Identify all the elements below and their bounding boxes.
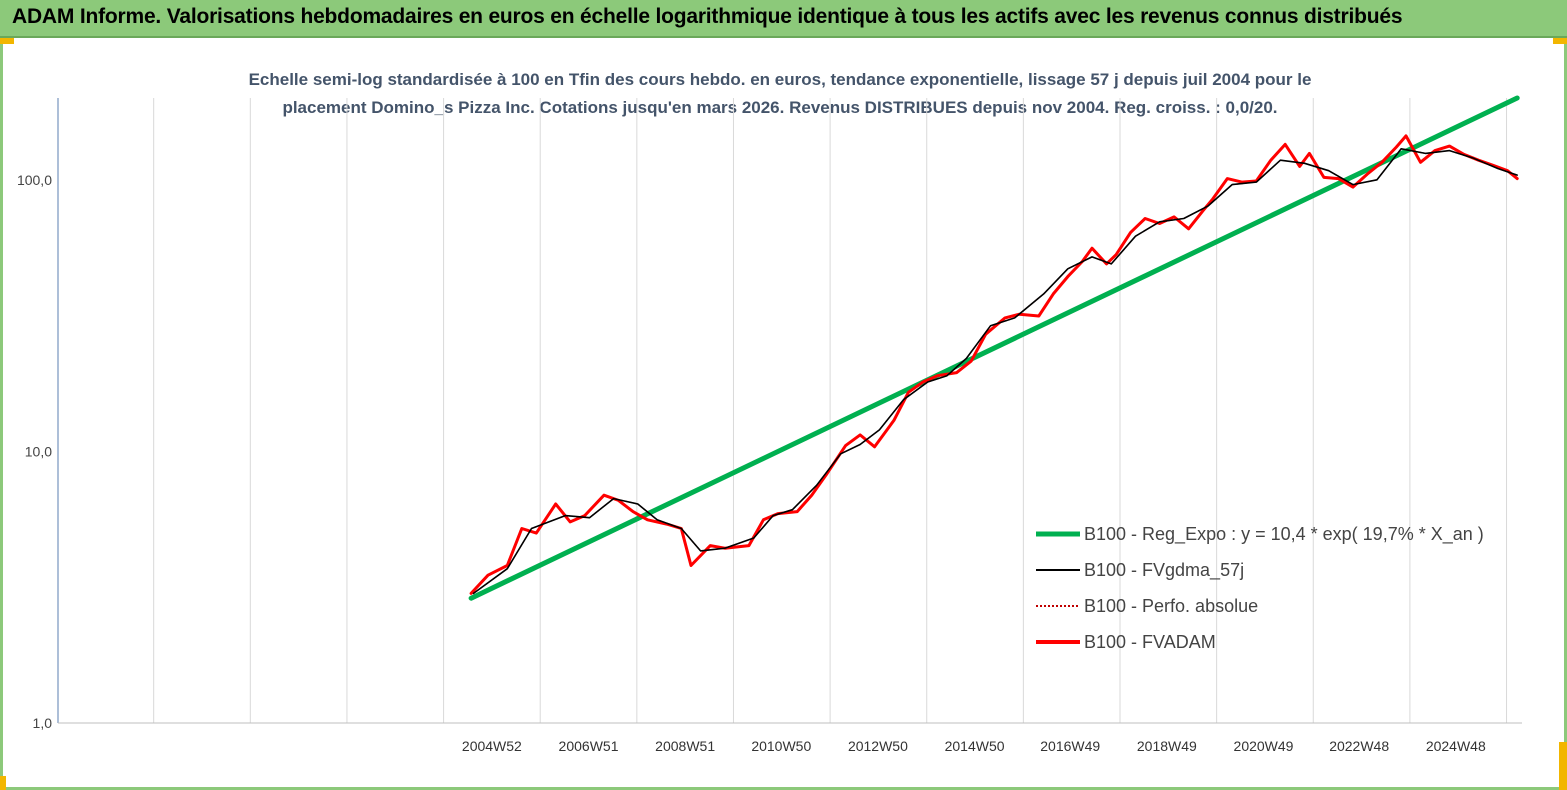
x-tick-label: 2004W52	[462, 738, 522, 754]
grid-lines	[153, 98, 1508, 723]
title-banner: ADAM Informe. Valorisations hebdomadaire…	[0, 0, 1567, 38]
corner-mark-top-right	[1553, 38, 1567, 44]
x-tick-label: 2008W51	[655, 738, 715, 754]
legend-label-regression: B100 - Reg_Expo : y = 10,4 * exp( 19,7% …	[1084, 524, 1484, 545]
x-tick-label: 2016W49	[1040, 738, 1100, 754]
corner-mark-bottom-right	[1559, 742, 1567, 790]
x-tick-label: 2018W49	[1137, 738, 1197, 754]
x-tick-label: 2024W48	[1426, 738, 1486, 754]
y-tick-label: 1,0	[33, 715, 53, 731]
chart-title: Echelle semi-log standardisée à 100 en T…	[180, 66, 1380, 122]
x-tick-label: 2014W50	[945, 738, 1005, 754]
x-tick-label: 2012W50	[848, 738, 908, 754]
legend: B100 - Reg_Expo : y = 10,4 * exp( 19,7% …	[1036, 524, 1484, 652]
legend-label-raw: B100 - FVADAM	[1084, 632, 1216, 652]
chart-title-line-1: Echelle semi-log standardisée à 100 en T…	[248, 70, 1312, 89]
chart-frame	[0, 38, 1567, 790]
chart-title-line-2: placement Domino_s Pizza Inc. Cotations …	[282, 98, 1278, 117]
series-line-smoothed	[472, 148, 1518, 595]
corner-mark-top-left	[0, 38, 14, 44]
legend-label-dotted: B100 - Perfo. absolue	[1084, 596, 1258, 616]
x-tick-label: 2020W49	[1234, 738, 1294, 754]
series-line-raw	[469, 134, 1519, 595]
x-tick-label: 2006W51	[559, 738, 619, 754]
x-tick-labels: 2004W52 2006W51 2008W51 2010W50 2012W50 2014W…	[462, 738, 1486, 754]
y-tick-label: 10,0	[25, 443, 52, 459]
x-tick-label: 2022W48	[1329, 738, 1389, 754]
series-lines	[468, 95, 1520, 601]
x-tick-label: 2010W50	[751, 738, 811, 754]
y-tick-label: 100,0	[17, 172, 52, 188]
axes	[57, 98, 1522, 724]
y-tick-labels: 1,0 10,0 100,0	[17, 172, 52, 731]
corner-mark-bottom-left	[0, 776, 6, 790]
legend-label-smoothed: B100 - FVgdma_57j	[1084, 560, 1244, 581]
page-title: ADAM Informe. Valorisations hebdomadaire…	[12, 5, 1403, 28]
